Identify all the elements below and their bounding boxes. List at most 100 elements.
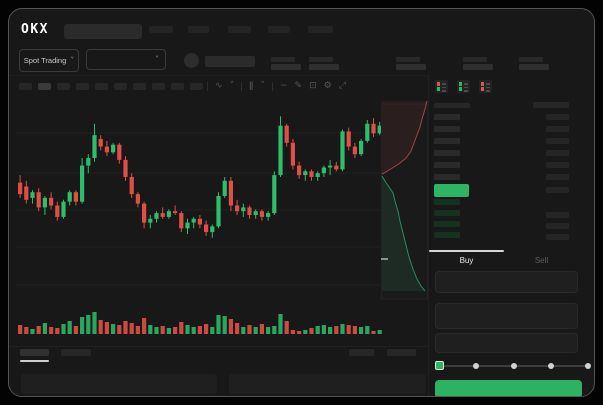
tab-buy-label: Buy bbox=[459, 255, 474, 265]
fullscreen-icon[interactable]: ⤢ bbox=[338, 81, 346, 91]
market-mode-dropdown[interactable]: Spot Trading ˅ bbox=[19, 49, 79, 72]
timeframe-button[interactable] bbox=[171, 83, 184, 90]
orderbook-header-price bbox=[434, 103, 470, 108]
orders-table-row bbox=[21, 374, 217, 394]
bottom-action-placeholder[interactable] bbox=[387, 349, 416, 356]
amount-input[interactable] bbox=[435, 303, 578, 329]
timeframe-button[interactable] bbox=[190, 83, 203, 90]
ask-price-placeholder[interactable] bbox=[434, 138, 460, 144]
stat-value-placeholder bbox=[309, 64, 339, 70]
stat-value-placeholder bbox=[396, 64, 426, 70]
pair-name-placeholder bbox=[205, 56, 255, 67]
orderbook-header-amount bbox=[533, 102, 569, 108]
slider-stop-dot[interactable] bbox=[473, 363, 480, 369]
tab-sell[interactable]: Sell bbox=[504, 250, 579, 270]
chart-tools: ∿ ˅ ǁ ˅ ~ ✎ ⊡ ⚙ ⤢ bbox=[207, 80, 346, 93]
okx-logo: OKX bbox=[21, 22, 49, 37]
depth-chart bbox=[381, 96, 428, 300]
stat-value-placeholder bbox=[271, 64, 301, 70]
timeframe-button[interactable] bbox=[38, 83, 51, 90]
bid-price-placeholder[interactable] bbox=[434, 199, 460, 205]
ask-amount-placeholder bbox=[546, 162, 569, 168]
stat-label-placeholder bbox=[396, 57, 420, 62]
bid-price-placeholder[interactable] bbox=[434, 210, 460, 216]
stat-label-placeholder bbox=[309, 57, 333, 62]
search-input[interactable] bbox=[64, 24, 142, 39]
app-window: OKX Spot Trading ˅ ˅ ∿ ˅ ǁ ˅ ~ ✎ ⊡ ⚙ ⤢ bbox=[8, 8, 595, 397]
divider bbox=[271, 82, 273, 91]
ask-amount-placeholder bbox=[546, 126, 569, 132]
market-mode-label: Spot Trading bbox=[23, 56, 67, 65]
coin-avatar bbox=[184, 53, 199, 68]
stat-label-placeholder bbox=[463, 57, 487, 62]
chevron-down-icon: ˅ bbox=[70, 55, 75, 65]
nav-item-placeholder[interactable] bbox=[268, 26, 290, 33]
orderbook-asks-icon[interactable] bbox=[479, 80, 492, 93]
bottom-tab-orders[interactable] bbox=[20, 349, 49, 356]
orderbook-last-price[interactable] bbox=[434, 184, 469, 197]
nav-item-placeholder[interactable] bbox=[308, 26, 333, 33]
candlestick-chart[interactable] bbox=[16, 101, 382, 346]
nav-item-placeholder[interactable] bbox=[228, 26, 251, 33]
ask-price-placeholder[interactable] bbox=[434, 126, 460, 132]
tab-sell-label: Sell bbox=[534, 255, 549, 265]
timeframe-button[interactable] bbox=[133, 83, 146, 90]
timeframe-button[interactable] bbox=[57, 83, 70, 90]
tab-buy[interactable]: Buy bbox=[429, 250, 504, 270]
chevron-down-icon[interactable]: ˅ bbox=[229, 81, 235, 91]
ask-price-placeholder[interactable] bbox=[434, 174, 460, 180]
timeframe-button[interactable] bbox=[152, 83, 165, 90]
ask-amount-placeholder bbox=[546, 150, 569, 156]
candle-style-icon[interactable]: ǁ bbox=[249, 81, 254, 91]
slider-stop-dot[interactable] bbox=[510, 363, 517, 369]
bid-price-placeholder[interactable] bbox=[434, 221, 460, 227]
slider-stop-dot[interactable] bbox=[547, 363, 554, 369]
ask-price-placeholder[interactable] bbox=[434, 162, 460, 168]
pair-selector-dropdown[interactable]: ˅ bbox=[86, 49, 166, 70]
price-input[interactable] bbox=[435, 271, 578, 293]
timeframe-button[interactable] bbox=[95, 83, 108, 90]
buy-sell-tab-indicator bbox=[429, 250, 504, 252]
nav-item-placeholder[interactable] bbox=[188, 26, 209, 33]
divider bbox=[9, 346, 428, 347]
bottom-tab-history[interactable] bbox=[61, 349, 91, 356]
orderbook-bids-icon[interactable] bbox=[457, 80, 470, 93]
divider bbox=[9, 75, 428, 76]
chevron-down-icon[interactable]: ˅ bbox=[260, 81, 265, 91]
indicator-icon[interactable]: ∿ bbox=[215, 81, 223, 91]
ask-price-placeholder[interactable] bbox=[434, 114, 460, 120]
settings-icon[interactable]: ⚙ bbox=[323, 81, 332, 91]
total-input[interactable] bbox=[435, 333, 578, 353]
stat-label-placeholder bbox=[519, 57, 543, 62]
nav-item-placeholder[interactable] bbox=[149, 26, 173, 33]
draw-icon[interactable]: ✎ bbox=[294, 81, 303, 91]
buy-button[interactable] bbox=[435, 380, 582, 396]
slider-handle[interactable] bbox=[434, 361, 444, 370]
timeframe-button[interactable] bbox=[76, 83, 89, 90]
bid-price-placeholder[interactable] bbox=[434, 232, 460, 238]
orderbook-last-price-amount bbox=[546, 187, 569, 193]
orders-table-row bbox=[229, 374, 426, 394]
bid-amount-placeholder bbox=[546, 223, 569, 229]
camera-icon[interactable]: ⊡ bbox=[309, 81, 317, 91]
bid-amount-placeholder bbox=[546, 234, 569, 240]
line-icon[interactable]: ~ bbox=[279, 81, 288, 91]
bottom-action-placeholder[interactable] bbox=[349, 349, 374, 356]
stat-value-placeholder bbox=[519, 64, 549, 70]
orderbook-combined-icon[interactable] bbox=[435, 80, 448, 93]
ask-amount-placeholder bbox=[546, 174, 569, 180]
stat-label-placeholder bbox=[271, 57, 295, 62]
ask-price-placeholder[interactable] bbox=[434, 150, 460, 156]
divider bbox=[241, 82, 243, 91]
stat-value-placeholder bbox=[463, 64, 493, 70]
chevron-down-icon: ˅ bbox=[155, 54, 159, 64]
timeframe-button[interactable] bbox=[114, 83, 127, 90]
slider-stop-dot[interactable] bbox=[585, 363, 591, 369]
bid-amount-placeholder bbox=[546, 212, 569, 218]
ask-amount-placeholder bbox=[546, 138, 569, 144]
ask-amount-placeholder bbox=[546, 114, 569, 120]
bottom-tab-indicator bbox=[20, 360, 49, 362]
orderbook-view-toggles bbox=[435, 80, 492, 93]
timeframe-button[interactable] bbox=[19, 83, 32, 90]
